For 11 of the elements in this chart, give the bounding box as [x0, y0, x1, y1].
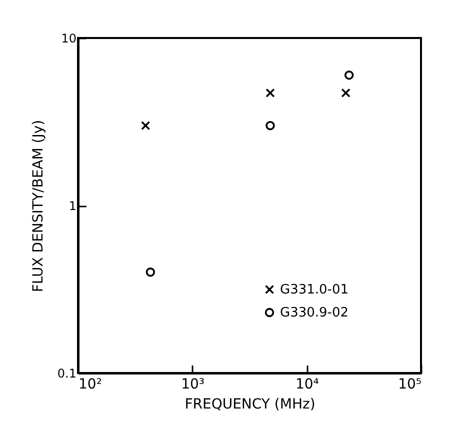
y-axis-title: FLUX DENSITY/BEAM (Jy) [30, 120, 46, 292]
x-tick-label: 10⁵ [398, 376, 422, 392]
y-tick-label: 0.1 [57, 366, 76, 380]
x-tick-label: 10³ [181, 376, 205, 392]
legend-label: G331.0-01 [280, 282, 349, 298]
x-tick-label: 10⁴ [295, 376, 320, 392]
x-tick-label: 10² [78, 376, 102, 392]
y-tick-label: 1 [68, 199, 76, 213]
y-tick-label: 10 [61, 32, 76, 46]
legend-label: G330.9-02 [280, 306, 349, 320]
x-axis-title: FREQUENCY (MHz) [184, 396, 316, 412]
